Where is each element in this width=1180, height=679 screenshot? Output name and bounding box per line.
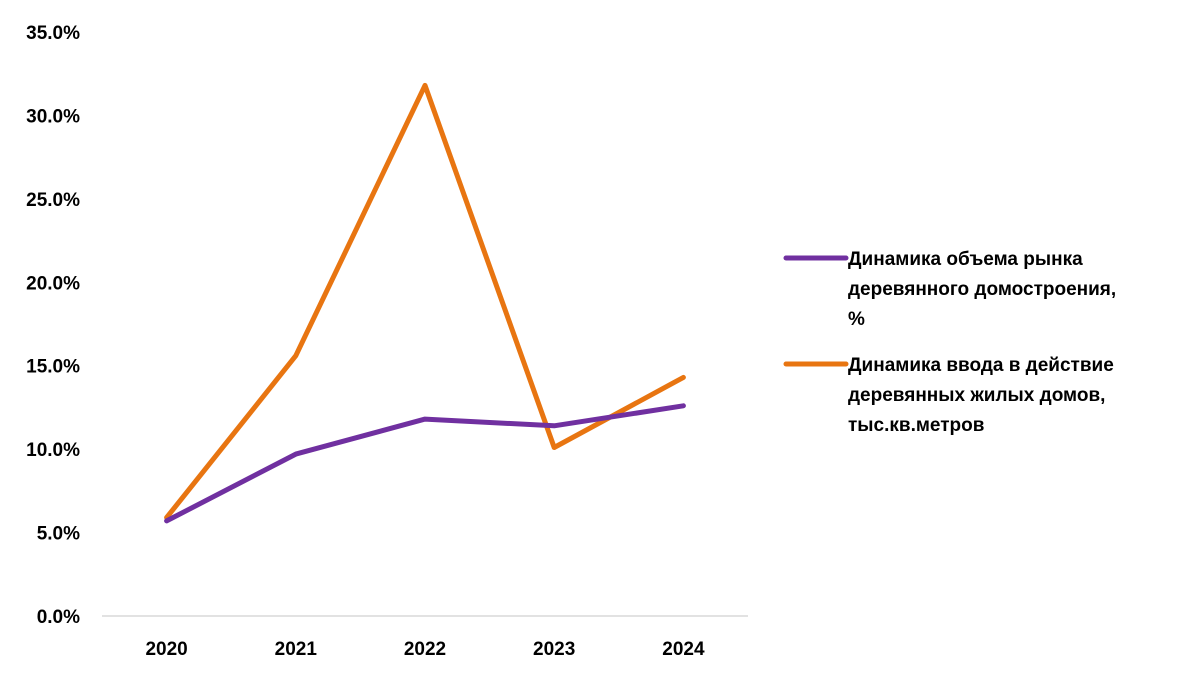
legend-label: деревянных жилых домов, <box>848 385 1105 406</box>
y-tick-label: 5.0% <box>37 524 80 545</box>
x-tick-label: 2020 <box>145 639 187 660</box>
x-tick-label: 2023 <box>533 639 575 660</box>
legend-label: Динамика ввода в действие <box>848 355 1114 376</box>
y-tick-label: 25.0% <box>26 190 80 211</box>
y-tick-label: 30.0% <box>26 106 80 127</box>
y-tick-label: 10.0% <box>26 440 80 461</box>
y-tick-label: 20.0% <box>26 273 80 294</box>
legend: Динамика объема рынка деревянного домостр… <box>786 249 1116 436</box>
series-lines <box>167 85 684 521</box>
legend-label: % <box>848 309 865 330</box>
x-tick-label: 2021 <box>275 639 318 660</box>
y-axis-ticks: 0.0% 5.0% 10.0% 15.0% 20.0% 25.0% 30.0% 35.0% <box>26 23 80 628</box>
x-tick-label: 2024 <box>662 639 705 660</box>
y-tick-label: 15.0% <box>26 357 80 378</box>
legend-label: Динамика объема рынка <box>848 249 1083 270</box>
x-tick-label: 2022 <box>404 639 446 660</box>
y-tick-label: 35.0% <box>26 23 80 44</box>
legend-label: тыс.кв.метров <box>848 415 984 436</box>
x-axis-ticks: 2020 2021 2022 2023 2024 <box>145 639 705 660</box>
series-line-2 <box>167 85 684 517</box>
y-tick-label: 0.0% <box>37 607 80 628</box>
legend-label: деревянного домостроения, <box>848 279 1116 300</box>
